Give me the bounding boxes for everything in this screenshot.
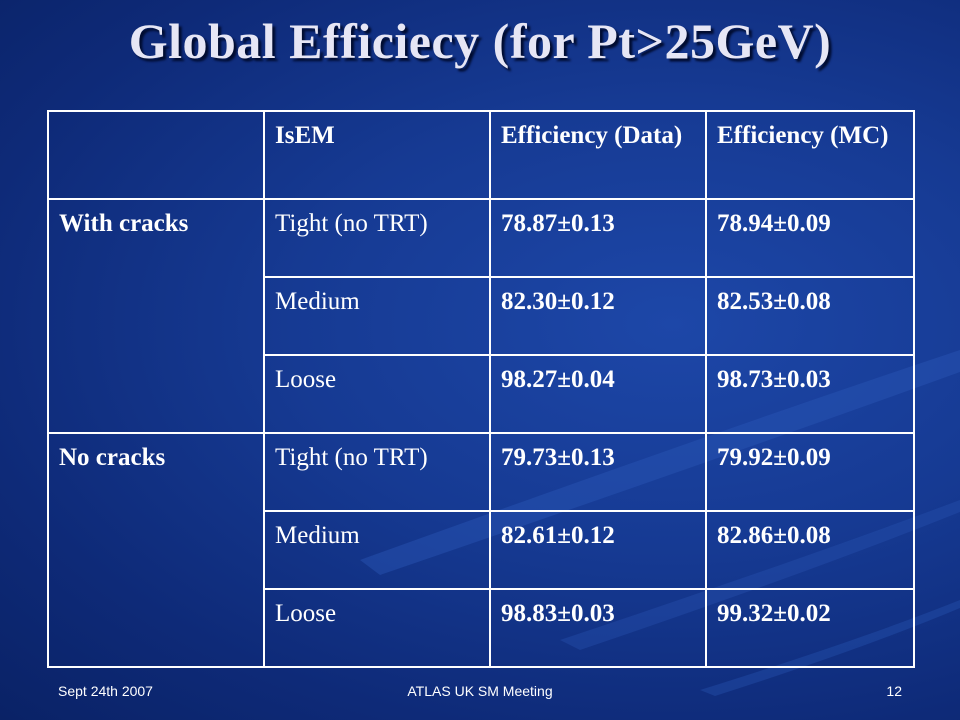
- header-efficiency-mc: Efficiency (MC): [705, 110, 915, 200]
- efficiency-mc-cell: 82.53±0.08: [705, 276, 915, 356]
- isem-cell: Medium: [263, 276, 491, 356]
- table-header-row: IsEM Efficiency (Data) Efficiency (MC): [47, 110, 915, 200]
- efficiency-data-cell: 82.30±0.12: [489, 276, 707, 356]
- header-efficiency-data: Efficiency (Data): [489, 110, 707, 200]
- efficiency-data-cell: 82.61±0.12: [489, 510, 707, 590]
- efficiency-mc-cell: 98.73±0.03: [705, 354, 915, 434]
- header-empty-cell: [47, 110, 265, 200]
- table-row: With cracks Tight (no TRT) 78.87±0.13 78…: [47, 198, 915, 434]
- table-row: No cracks Tight (no TRT) 79.73±0.13 79.9…: [47, 432, 915, 668]
- group-label-no-cracks: No cracks: [47, 432, 265, 668]
- footer-meeting: ATLAS UK SM Meeting: [407, 683, 553, 699]
- page-number: 12: [886, 683, 902, 699]
- isem-cell: Loose: [263, 354, 491, 434]
- efficiency-data-cell: 79.73±0.13: [489, 432, 707, 512]
- isem-cell: Medium: [263, 510, 491, 590]
- table-row: Medium 82.61±0.12 82.86±0.08: [48, 510, 915, 590]
- efficiency-mc-cell: 82.86±0.08: [705, 510, 915, 590]
- slide-title: Global Efficiecy (for Pt>25GeV): [128, 13, 832, 69]
- table-row: Medium 82.30±0.12 82.53±0.08: [48, 276, 915, 356]
- efficiency-data-cell: 98.27±0.04: [489, 354, 707, 434]
- efficiency-data-cell: 78.87±0.13: [489, 198, 707, 278]
- efficiency-mc-cell: 79.92±0.09: [705, 432, 915, 512]
- isem-cell: Loose: [263, 588, 491, 668]
- efficiency-mc-cell: 99.32±0.02: [705, 588, 915, 668]
- table-row: Loose 98.83±0.03 99.32±0.02: [48, 588, 915, 668]
- group-label-with-cracks: With cracks: [47, 198, 265, 434]
- efficiency-data-cell: 98.83±0.03: [489, 588, 707, 668]
- footer-date: Sept 24th 2007: [58, 683, 153, 699]
- table-row: Loose 98.27±0.04 98.73±0.03: [48, 354, 915, 434]
- header-isem: IsEM: [263, 110, 491, 200]
- isem-cell: Tight (no TRT): [263, 432, 491, 512]
- efficiency-table: IsEM Efficiency (Data) Efficiency (MC) W…: [47, 110, 915, 668]
- efficiency-mc-cell: 78.94±0.09: [705, 198, 915, 278]
- isem-cell: Tight (no TRT): [263, 198, 491, 278]
